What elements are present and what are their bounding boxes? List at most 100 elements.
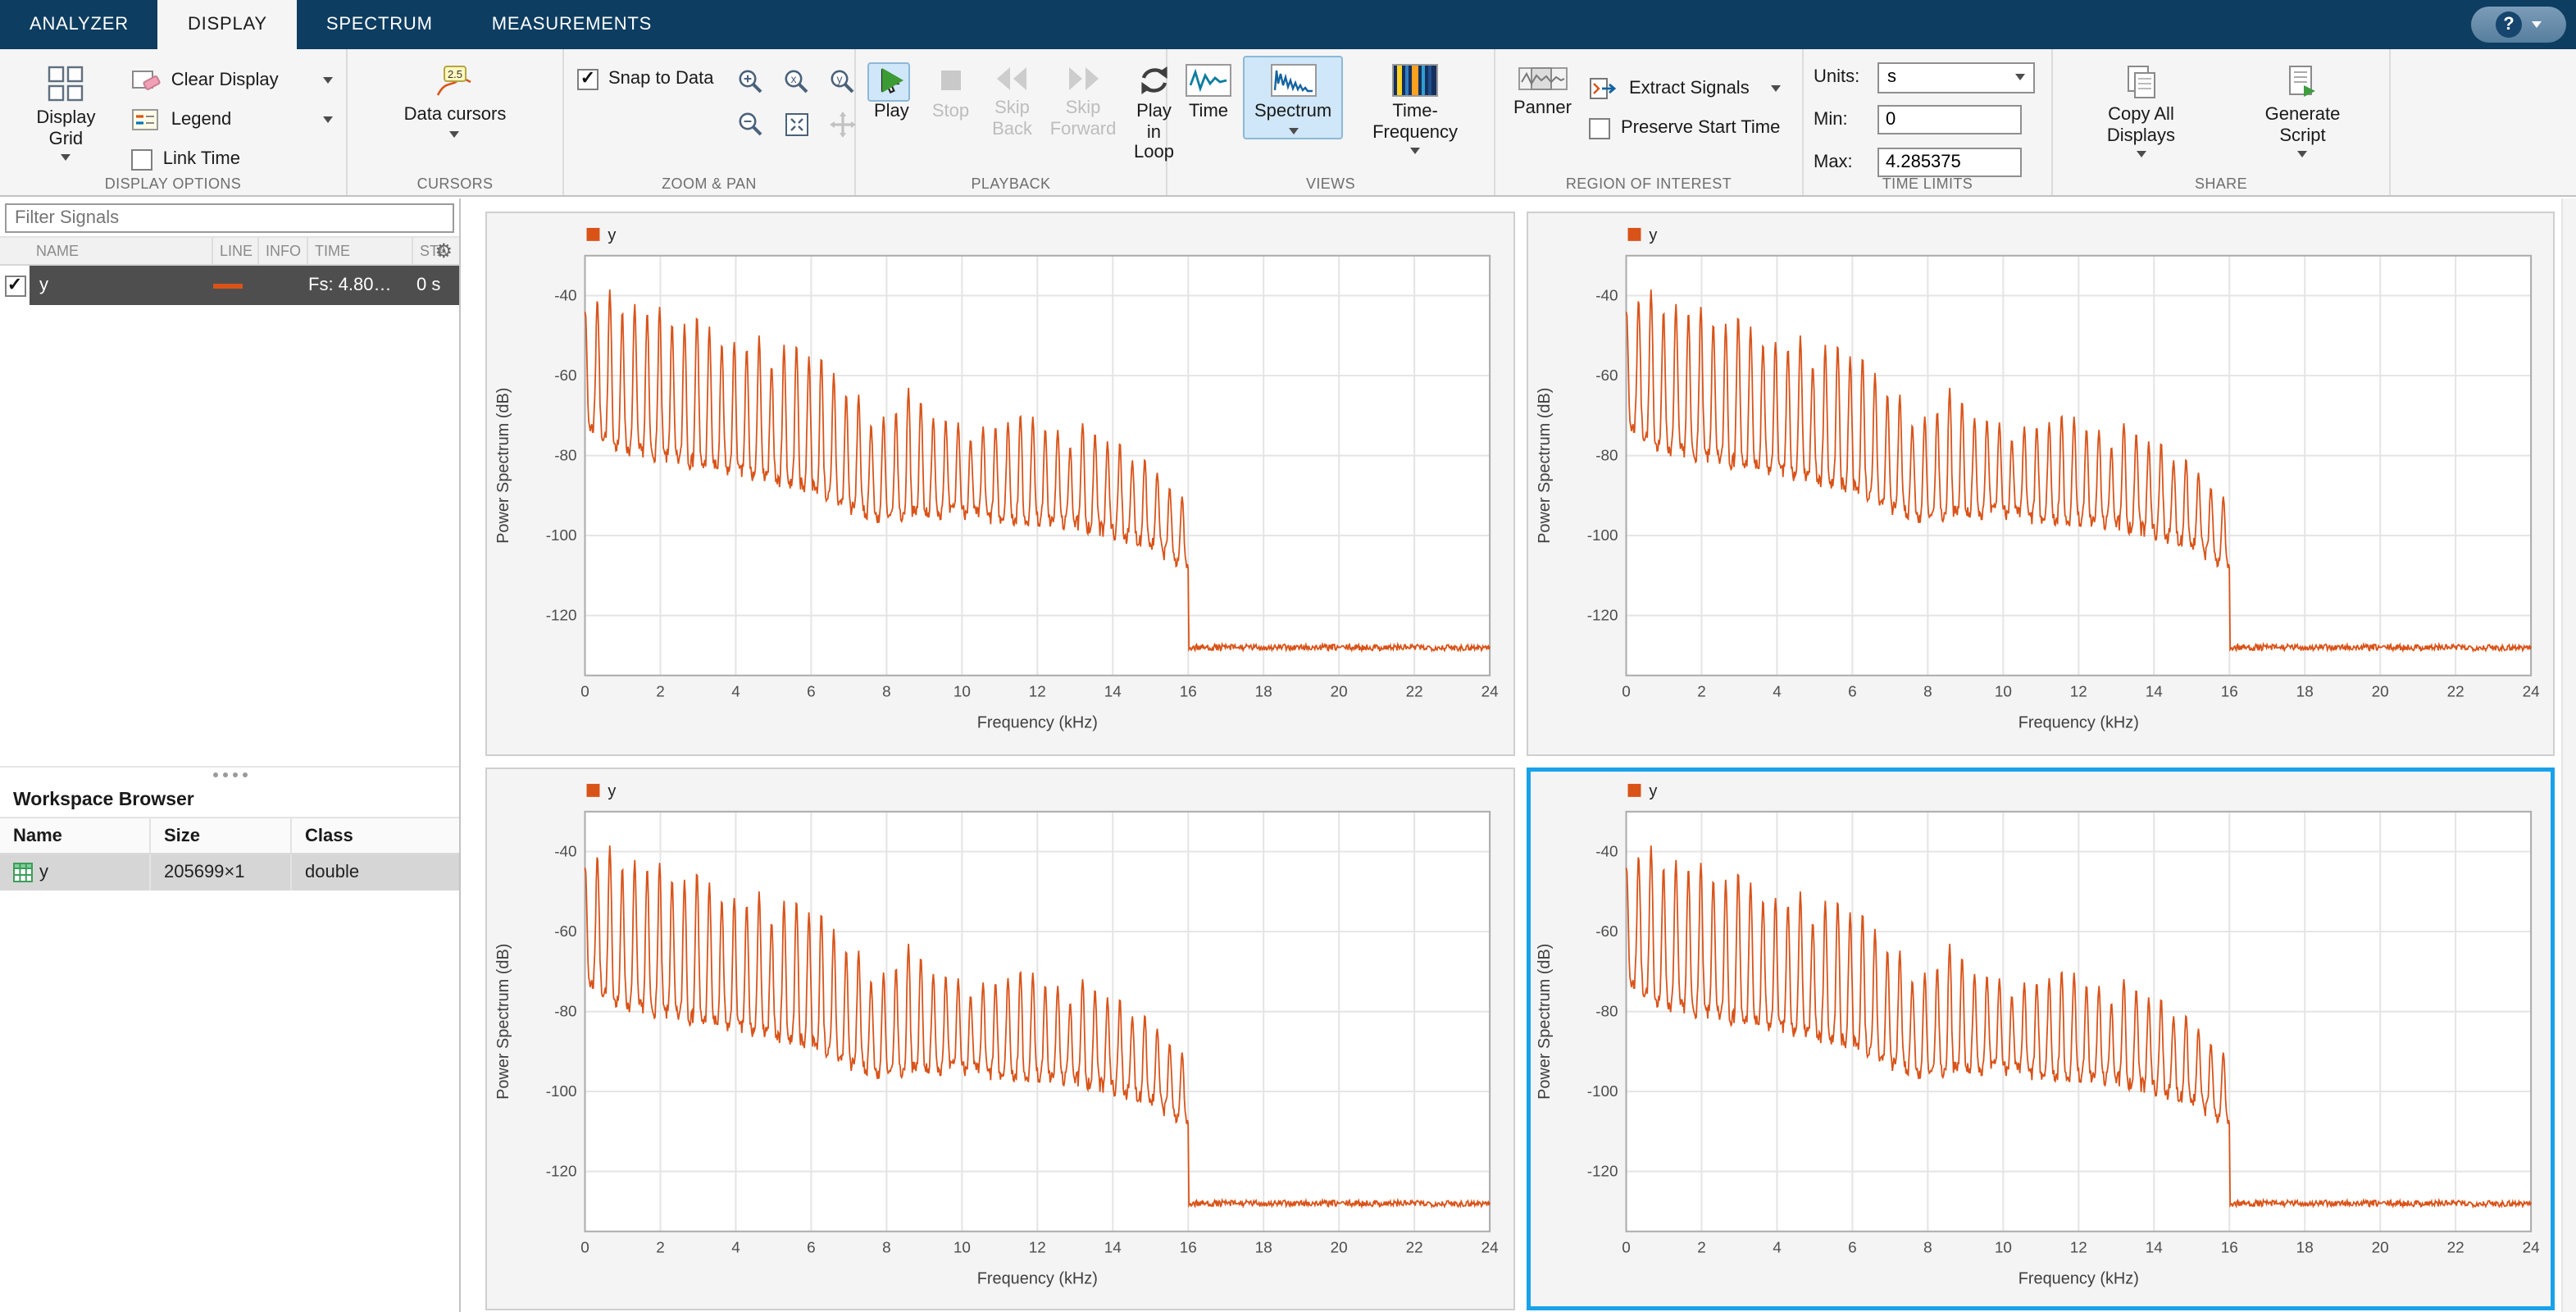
time-view-button[interactable]: Time — [1174, 56, 1243, 127]
svg-text:24: 24 — [1481, 1239, 1499, 1256]
svg-text:20: 20 — [1331, 684, 1348, 701]
svg-text:Power Spectrum (dB): Power Spectrum (dB) — [1535, 943, 1553, 1099]
tab-spectrum[interactable]: SPECTRUM — [325, 15, 433, 34]
zoom-in-x-button[interactable]: x — [776, 62, 818, 102]
svg-text:8: 8 — [1923, 684, 1932, 701]
time-view-icon — [1186, 64, 1231, 97]
zoom-out-button[interactable] — [730, 105, 772, 144]
ribbon-toolbar: Display Grid Clear Display Legend — [0, 49, 2576, 197]
svg-text:12: 12 — [1029, 684, 1046, 701]
spectrum-view-button[interactable]: Spectrum — [1243, 56, 1344, 139]
workspace-column-class[interactable]: Class — [305, 826, 353, 845]
extract-signals-button[interactable]: Extract Signals — [1583, 72, 1786, 105]
signal-line-cell — [213, 266, 259, 305]
copy-all-displays-button[interactable]: Copy All Displays — [2066, 56, 2217, 163]
svg-text:24: 24 — [2522, 1239, 2539, 1256]
svg-text:22: 22 — [2446, 1239, 2464, 1256]
workspace-column-name[interactable]: Name — [0, 818, 151, 853]
svg-text:4: 4 — [731, 684, 740, 701]
tab-measurements[interactable]: MEASUREMENTS — [491, 15, 653, 34]
units-dropdown[interactable]: s — [1877, 61, 2035, 93]
display-panel-1[interactable]: 0 2 4 6 8 10 12 14 16 18 20 22 24 -40 -60 -80 -100 -120 Fr… — [485, 212, 1514, 756]
section-label-share: SHARE — [2194, 175, 2247, 192]
fit-to-view-button[interactable] — [776, 105, 818, 144]
column-header-info[interactable]: INFO — [259, 238, 308, 264]
skip-forward-label: Skip Forward — [1049, 98, 1117, 139]
zoom-in-y-button[interactable]: y — [821, 62, 864, 102]
spectrum-plot-3[interactable]: 0 2 4 6 8 10 12 14 16 18 20 22 24-40-60-80-100-120Fr… — [487, 768, 1513, 1309]
extract-signals-icon — [1590, 78, 1618, 99]
clear-display-button[interactable]: Clear Display — [125, 64, 339, 97]
zoom-in-button[interactable] — [730, 62, 772, 102]
ribbon-filler — [2391, 49, 2576, 195]
max-input[interactable] — [1877, 148, 2022, 177]
legend-button[interactable]: Legend — [125, 103, 339, 136]
display-panel-4[interactable]: 0 2 4 6 8 10 12 14 16 18 20 22 24 -40 -60 -80 -100 -120 Fr… — [1526, 767, 2555, 1311]
link-time-checkbox[interactable] — [131, 148, 153, 170]
tab-analyzer[interactable]: ANALYZER — [30, 15, 129, 34]
display-panel-2[interactable]: 0 2 4 6 8 10 12 14 16 18 20 22 24 -40 -60 -80 -100 -120 Fr… — [1526, 212, 2555, 756]
column-header-time[interactable]: TIME — [308, 238, 413, 264]
svg-text:0: 0 — [580, 684, 589, 701]
signal-row-y[interactable]: y Fs: 4.80… 0 s — [0, 266, 459, 305]
panner-button[interactable]: Panner — [1502, 56, 1583, 124]
svg-text:Frequency (kHz): Frequency (kHz) — [2018, 1269, 2138, 1287]
svg-text:-100: -100 — [1586, 527, 1618, 544]
play-button[interactable]: Play — [862, 56, 921, 127]
svg-text:-100: -100 — [546, 527, 577, 544]
table-settings-gear-icon[interactable]: ⚙ — [435, 239, 453, 262]
snap-to-data-checkbox-row[interactable]: Snap to Data — [571, 56, 720, 89]
display-grid-button[interactable]: Display Grid — [7, 56, 125, 166]
svg-text:2: 2 — [1696, 684, 1705, 701]
pan-button[interactable] — [821, 105, 864, 144]
panel-splitter[interactable] — [0, 766, 459, 782]
svg-text:22: 22 — [2446, 684, 2464, 701]
svg-text:20: 20 — [2371, 684, 2388, 701]
min-label: Min: — [1814, 110, 1848, 130]
signal-visibility-checkbox[interactable] — [4, 275, 25, 296]
svg-text:Frequency (kHz): Frequency (kHz) — [2018, 713, 2138, 731]
link-time-checkbox-row[interactable]: Link Time — [125, 143, 339, 175]
svg-text:20: 20 — [2371, 1239, 2388, 1256]
data-cursors-button[interactable]: 2.5 Data cursors — [393, 56, 518, 142]
svg-text:2.5: 2.5 — [448, 68, 463, 80]
workspace-column-size[interactable]: Size — [151, 818, 292, 853]
generate-script-button[interactable]: Generate Script — [2229, 56, 2377, 163]
svg-text:8: 8 — [1923, 1239, 1932, 1256]
spectrum-plot-2[interactable]: 0 2 4 6 8 10 12 14 16 18 20 22 24-40-60-80-100-120Fr… — [1527, 213, 2553, 754]
svg-text:16: 16 — [2220, 1239, 2237, 1256]
svg-text:18: 18 — [1255, 1239, 1272, 1256]
signal-table-header: NAME LINE INFO TIME STA ⚙ — [0, 236, 459, 266]
column-header-name[interactable]: NAME — [30, 238, 213, 264]
filter-signals-input[interactable] — [5, 203, 454, 233]
svg-text:18: 18 — [1255, 684, 1272, 701]
spectrum-plot-1[interactable]: 0 2 4 6 8 10 12 14 16 18 20 22 24-40-60-80-100-120Fr… — [487, 213, 1513, 754]
preserve-start-time-checkbox[interactable] — [1589, 117, 1611, 139]
skip-forward-button[interactable]: Skip Forward — [1044, 56, 1122, 145]
skip-back-button[interactable]: Skip Back — [981, 56, 1044, 145]
help-button[interactable]: ? — [2471, 7, 2566, 43]
svg-text:y: y — [1648, 226, 1656, 244]
svg-text:y: y — [837, 72, 843, 85]
workspace-row-y[interactable]: y 205699×1 double — [0, 854, 459, 891]
display-panel-3[interactable]: 0 2 4 6 8 10 12 14 16 18 20 22 24 -40 -60 -80 -100 -120 Fr… — [485, 767, 1514, 1311]
stop-button[interactable]: Stop — [921, 56, 981, 127]
svg-text:-120: -120 — [546, 608, 577, 625]
snap-to-data-checkbox[interactable] — [577, 68, 598, 89]
time-frequency-view-button[interactable]: Time-Frequency — [1343, 56, 1487, 160]
preserve-start-time-checkbox-row[interactable]: Preserve Start Time — [1583, 112, 1786, 144]
chevron-down-icon — [2532, 21, 2542, 28]
section-label-playback: PLAYBACK — [971, 175, 1051, 192]
play-in-loop-button[interactable]: Play in Loop — [1122, 56, 1186, 169]
column-header-line[interactable]: LINE — [213, 238, 259, 264]
svg-text:16: 16 — [2220, 684, 2237, 701]
vertical-scrollbar[interactable] — [2561, 198, 2576, 1312]
chevron-down-icon — [1410, 148, 1421, 155]
min-input[interactable] — [1877, 105, 2022, 134]
svg-text:6: 6 — [807, 1239, 816, 1256]
svg-text:Power Spectrum (dB): Power Spectrum (dB) — [494, 388, 512, 544]
spectrum-plot-4[interactable]: 0 2 4 6 8 10 12 14 16 18 20 22 24-40-60-80-100-120Fr… — [1527, 768, 2553, 1309]
tab-display[interactable]: DISPLAY — [157, 0, 297, 49]
column-header-start[interactable]: STA — [420, 243, 448, 259]
